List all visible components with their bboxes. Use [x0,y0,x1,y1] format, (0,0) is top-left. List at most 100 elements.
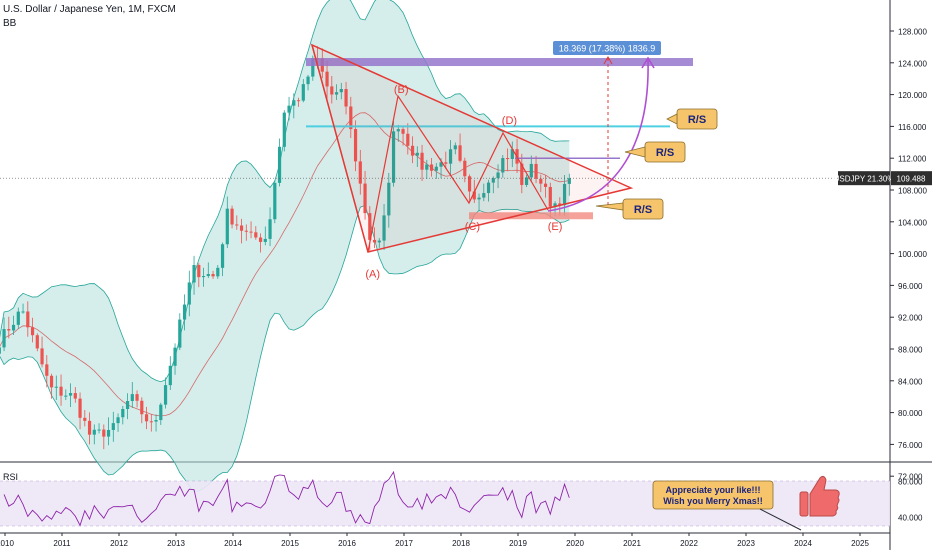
y-tick-label: 72.000 [898,473,923,482]
candle [197,265,201,278]
candle [543,183,548,187]
candle [206,274,210,277]
candle [220,244,225,268]
candle [520,163,524,185]
candle [482,193,486,198]
note-box [652,480,774,510]
candle [54,386,58,388]
candle [249,231,253,233]
candle [529,163,533,178]
candle [463,160,467,177]
candle [16,311,20,325]
candle [306,76,310,85]
candle [539,178,543,184]
callout-pointer [624,146,646,158]
wave-label: (C) [465,221,480,233]
candle [159,404,163,421]
symbol-tag-label: USDJPY 21.30% [834,175,895,184]
y-tick-label: 80.000 [898,409,923,418]
x-tick-label: 2015 [281,539,299,548]
candle [7,329,11,331]
candle [26,311,30,328]
candle [425,164,429,170]
y-tick-label: 104.000 [898,218,927,227]
x-tick-label: 2024 [794,539,812,548]
candle [496,172,500,179]
projection-arrow [547,59,649,212]
candle [135,394,139,401]
candle [30,327,35,336]
drawings: (A) (B) (C) (D) (E) 18.369 (17.38%) 1836.9 R/S… [0,41,890,280]
candle [434,166,438,171]
candle [444,162,448,164]
candle [125,401,130,410]
x-tick-label: 2010 [0,539,14,548]
rs-callout: R/S [644,141,686,163]
candle [401,129,405,134]
candle [11,324,16,331]
rs-callout: R/S [622,198,664,220]
bb-basis [0,112,570,417]
candle [292,100,296,106]
wave-label: (D) [502,115,517,127]
x-tick-label: 2021 [623,539,641,548]
x-tick-label: 2022 [680,539,698,548]
y-tick-label: 128.000 [898,28,927,37]
last-price-label: 109.488 [897,175,926,184]
candle [111,423,115,430]
candle [501,158,505,173]
candle [216,267,220,277]
bb-fill [0,0,570,492]
candle [334,92,339,95]
candle [49,375,54,388]
x-tick-label: 2017 [395,539,413,548]
rsi-pane: 80.000 40.000 Appreciate your like!!!Wish … [0,470,923,531]
projection-arrowhead [641,56,655,69]
candle [567,178,571,184]
candle [363,183,367,214]
candle [106,429,111,437]
candle [410,145,415,156]
x-tick-label: 2012 [110,539,128,548]
candle [97,429,101,431]
candle [254,232,258,238]
wave-label: (A) [365,268,380,280]
candle [149,421,153,423]
candle [244,230,248,232]
candle [140,400,144,415]
candle [59,386,63,396]
y-tick-label: 96.000 [898,282,923,291]
candle [263,238,267,242]
candle [448,149,453,164]
y-tick-label: 108.000 [898,187,927,196]
chart-title: U.S. Dollar / Japanese Yen, 1M, FXCM [3,4,176,15]
candle [154,420,158,422]
y-tick-label: 92.000 [898,314,923,323]
candle [45,364,49,376]
candle [325,71,329,87]
candle [40,348,44,365]
candle [301,84,305,101]
y-tick-label: 76.000 [898,441,923,450]
candle [311,58,315,77]
candle [282,112,286,147]
rsi-tick-label: 80.000 [898,478,923,487]
x-tick-label: 2023 [737,539,755,548]
candle [377,240,381,243]
candle [211,274,215,277]
candle [287,105,291,113]
y-tick-label: 84.000 [898,377,923,386]
thumb-cuff [799,491,809,517]
measure-label: 18.369 (17.38%) 1836.9 [559,44,656,54]
candle [102,429,106,437]
candle [420,152,424,170]
y-tick-label: 124.000 [898,59,927,68]
candle [78,398,82,418]
candle [235,224,239,226]
candle [477,197,481,200]
candle [168,365,172,386]
candle [534,163,538,179]
candle [472,191,476,200]
